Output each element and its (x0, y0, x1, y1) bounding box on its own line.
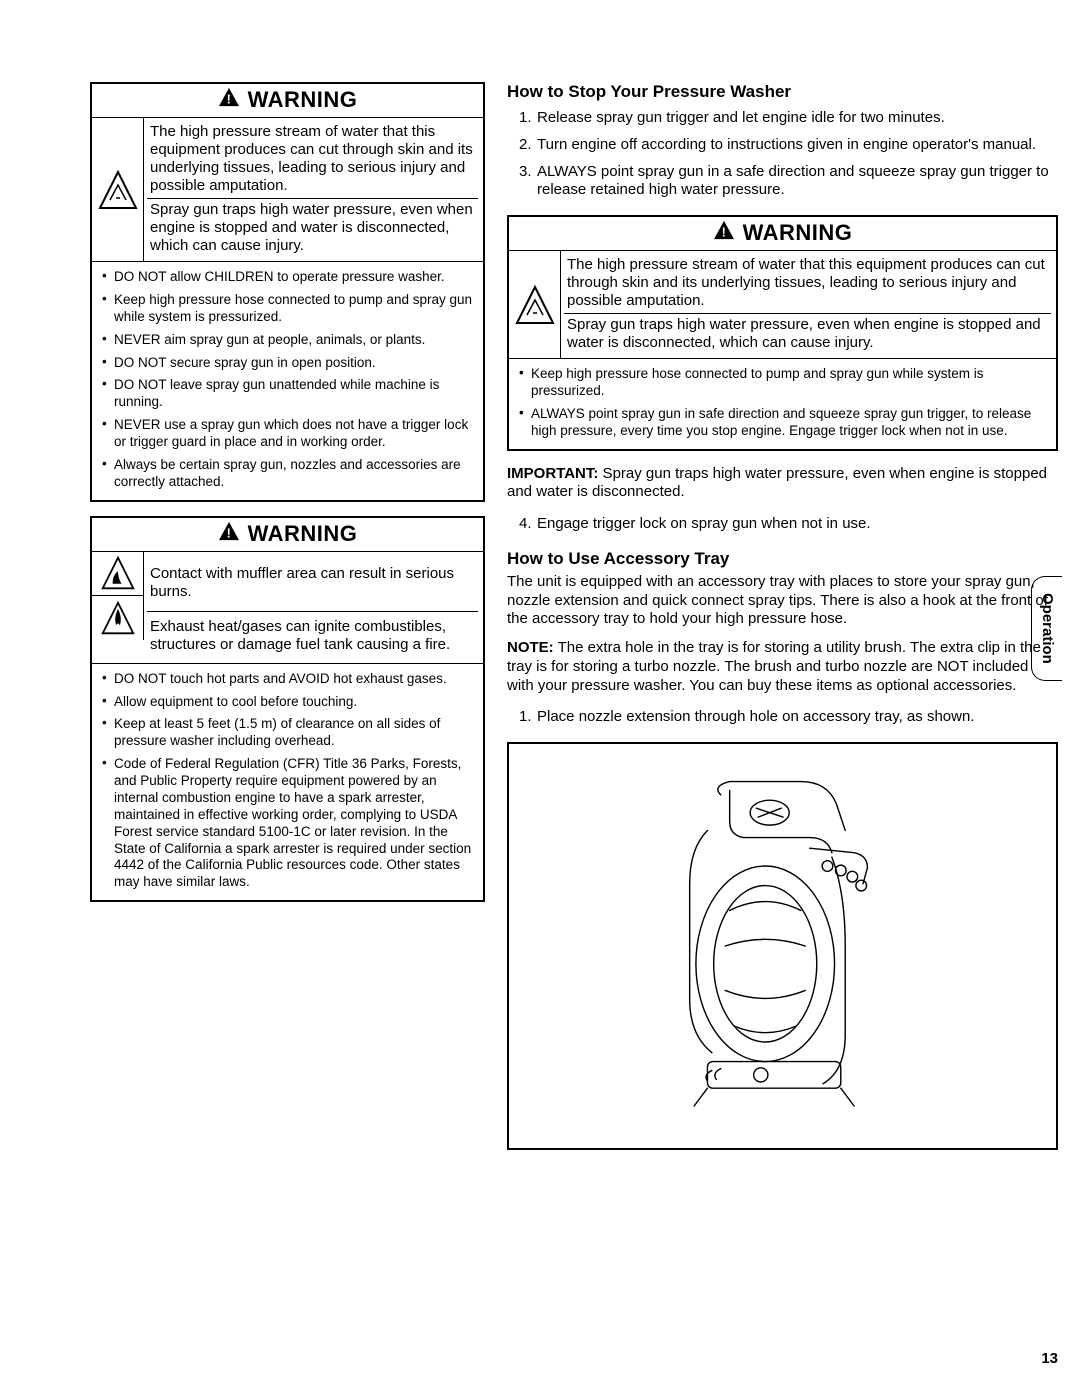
page-columns: ! WARNING The high pressure stream of wa… (90, 82, 1058, 1150)
tray-note: NOTE: The extra hole in the tray is for … (507, 639, 1058, 695)
step: Engage trigger lock on spray gun when no… (507, 512, 1058, 539)
warning-label: WARNING (743, 220, 853, 246)
warning-text-cell: Contact with muffler area can result in … (144, 552, 483, 663)
warning-box-injection: ! WARNING The high pressure stream of wa… (90, 82, 485, 502)
hazard-icon-stack (92, 552, 144, 663)
important-label: IMPORTANT: (507, 465, 598, 482)
svg-text:!: ! (721, 224, 726, 239)
accessory-tray-illustration (507, 742, 1058, 1150)
warning-label: WARNING (248, 87, 358, 113)
tray-para-1: The unit is equipped with an accessory t… (507, 573, 1058, 629)
warning-text-cell: The high pressure stream of water that t… (144, 118, 483, 261)
warning-bullets: DO NOT allow CHILDREN to operate pressur… (92, 262, 483, 500)
warning-header: ! WARNING (92, 84, 483, 118)
warning-para-1: Contact with muffler area can result in … (147, 555, 478, 612)
page-number: 13 (1041, 1350, 1058, 1367)
bullet: DO NOT allow CHILDREN to operate pressur… (102, 266, 477, 289)
bullet: Allow equipment to cool before touching. (102, 691, 477, 714)
warning-triangle-icon: ! (713, 220, 735, 246)
warning-bullets: DO NOT touch hot parts and AVOID hot exh… (92, 664, 483, 901)
pressure-washer-drawing (623, 756, 943, 1136)
injection-hazard-icon (509, 251, 561, 358)
section-tab-operation: Operation (1031, 576, 1062, 681)
warning-triangle-icon: ! (218, 521, 240, 547)
bullet: DO NOT leave spray gun unattended while … (102, 374, 477, 414)
note-text: The extra hole in the tray is for storin… (507, 639, 1041, 694)
step: Place nozzle extension through hole on a… (507, 705, 1058, 732)
warning-box-burn-fire: ! WARNING Contact with muffler area can … (90, 516, 485, 903)
warning-para-2: Spray gun traps high water pressure, eve… (147, 199, 478, 258)
bullet: DO NOT touch hot parts and AVOID hot exh… (102, 668, 477, 691)
right-column: How to Stop Your Pressure Washer Release… (507, 82, 1058, 1150)
heading-tray: How to Use Accessory Tray (507, 549, 1058, 569)
warning-para-2: Exhaust heat/gases can ignite combustibl… (147, 612, 478, 660)
warning-header: ! WARNING (92, 518, 483, 552)
step: ALWAYS point spray gun in a safe directi… (507, 160, 1058, 206)
svg-text:!: ! (226, 525, 231, 540)
svg-text:!: ! (226, 91, 231, 106)
bullet: NEVER aim spray gun at people, animals, … (102, 329, 477, 352)
stop-steps: Release spray gun trigger and let engine… (507, 106, 1058, 205)
bullet: Code of Federal Regulation (CFR) Title 3… (102, 753, 477, 894)
bullet: NEVER use a spray gun which does not hav… (102, 414, 477, 454)
bullet: Always be certain spray gun, nozzles and… (102, 454, 477, 494)
step: Release spray gun trigger and let engine… (507, 106, 1058, 133)
warning-triangle-icon: ! (218, 87, 240, 113)
heading-stop: How to Stop Your Pressure Washer (507, 82, 1058, 102)
warning-text-cell: The high pressure stream of water that t… (561, 251, 1056, 358)
bullet: Keep high pressure hose connected to pum… (519, 363, 1050, 403)
bullet: DO NOT secure spray gun in open position… (102, 352, 477, 375)
bullet: Keep at least 5 feet (1.5 m) of clearanc… (102, 713, 477, 753)
step: Turn engine off according to instruction… (507, 133, 1058, 160)
burn-hazard-icon (92, 552, 144, 596)
stop-steps-continued: Engage trigger lock on spray gun when no… (507, 512, 1058, 539)
warning-para-2: Spray gun traps high water pressure, eve… (564, 314, 1051, 355)
warning-bullets: Keep high pressure hose connected to pum… (509, 359, 1056, 449)
warning-body: The high pressure stream of water that t… (509, 251, 1056, 359)
warning-body: The high pressure stream of water that t… (92, 118, 483, 262)
warning-para-1: The high pressure stream of water that t… (564, 254, 1051, 314)
warning-body: Contact with muffler area can result in … (92, 552, 483, 664)
fire-hazard-icon (92, 596, 144, 640)
warning-label: WARNING (248, 521, 358, 547)
warning-box-injection-2: ! WARNING The high pressure stream of wa… (507, 215, 1058, 451)
warning-header: ! WARNING (509, 217, 1056, 251)
note-label: NOTE: (507, 639, 554, 656)
left-column: ! WARNING The high pressure stream of wa… (90, 82, 485, 1150)
bullet: ALWAYS point spray gun in safe direction… (519, 403, 1050, 443)
important-note: IMPORTANT: Spray gun traps high water pr… (507, 465, 1058, 503)
warning-para-1: The high pressure stream of water that t… (147, 121, 478, 199)
bullet: Keep high pressure hose connected to pum… (102, 289, 477, 329)
injection-hazard-icon (92, 118, 144, 261)
tray-steps: Place nozzle extension through hole on a… (507, 705, 1058, 732)
